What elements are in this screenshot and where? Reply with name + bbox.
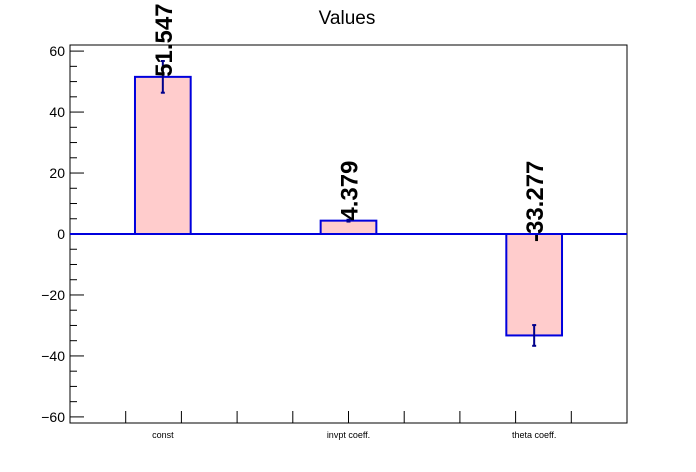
x-axis: const invpt coeff. theta coeff. [125, 411, 572, 440]
y-tick-label: 60 [49, 43, 65, 59]
data-label: 51.547 [151, 3, 178, 76]
data-label: -33.277 [522, 161, 549, 242]
chart-title: Values [319, 8, 376, 29]
y-tick-label: 0 [57, 226, 65, 242]
bars [133, 75, 564, 337]
bar-theta-coeff- [505, 233, 564, 337]
y-tick-label: −20 [41, 287, 65, 303]
y-tick-label: −60 [41, 409, 65, 425]
y-tick-label: 20 [49, 165, 65, 181]
bar-invpt-coeff- [319, 219, 378, 235]
x-category-label: invpt coeff. [327, 430, 370, 440]
x-category-label: theta coeff. [512, 430, 556, 440]
y-tick-label: −40 [41, 348, 65, 364]
y-tick-label: 40 [49, 104, 65, 120]
data-label: 4.379 [337, 161, 364, 221]
bar-const [133, 75, 192, 235]
x-category-label: const [152, 430, 174, 440]
data-labels: 51.547 4.379 -33.277 [151, 3, 549, 242]
error-bars [160, 60, 537, 347]
